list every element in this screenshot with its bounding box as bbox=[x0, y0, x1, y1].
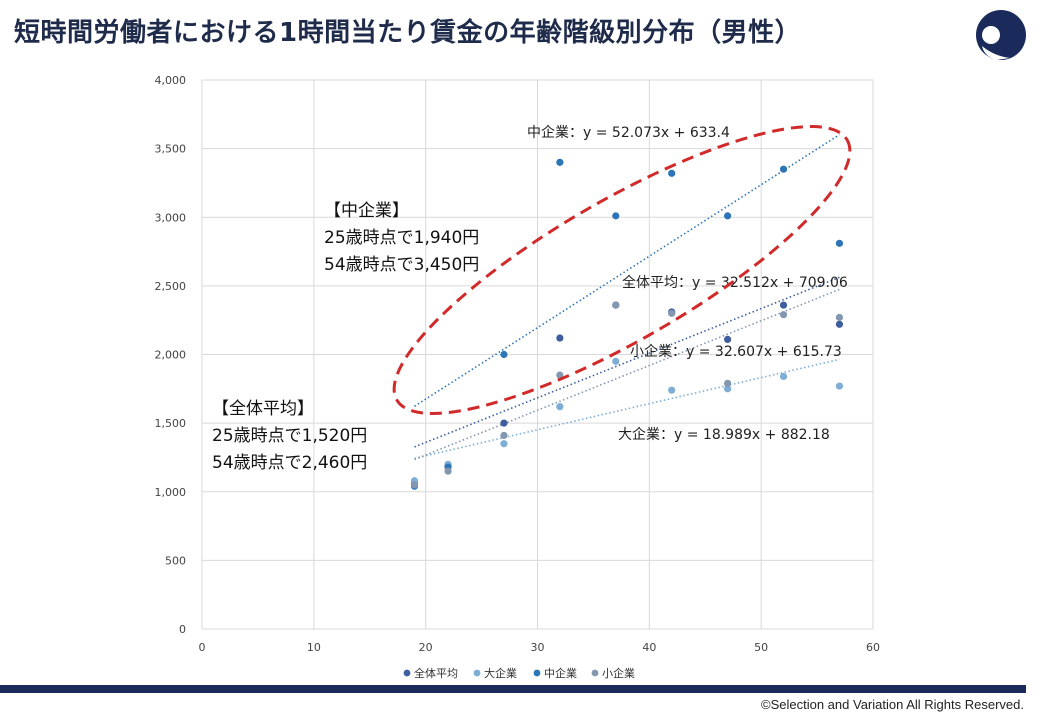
trendline-small bbox=[414, 288, 840, 461]
point-all bbox=[835, 320, 844, 328]
legend-label-large: 大企業 bbox=[484, 666, 517, 680]
y-tick-label: 4,000 bbox=[155, 74, 187, 87]
point-large bbox=[835, 382, 844, 390]
point-mid bbox=[500, 350, 508, 359]
point-large bbox=[500, 440, 508, 448]
point-small bbox=[779, 311, 788, 319]
point-large bbox=[612, 357, 620, 365]
all-note-age54: 54歳時点で2,460円 bbox=[212, 453, 368, 473]
y-tick-label: 2,500 bbox=[155, 280, 187, 293]
trendline-label-small: 小企業：y = 32.607x + 615.73 bbox=[630, 343, 842, 360]
point-small bbox=[410, 481, 419, 489]
point-mid bbox=[612, 212, 620, 220]
mid-note-age25: 25歳時点で1,940円 bbox=[324, 228, 480, 248]
trendline-label-mid: 中企業：y = 52.073x + 633.4 bbox=[527, 124, 730, 141]
page-title: 短時間労働者における1時間当たり賃金の年齢階級別分布（男性） bbox=[14, 18, 802, 48]
point-large bbox=[779, 372, 788, 381]
all-note-heading: 【全体平均】 bbox=[212, 399, 314, 419]
point-small bbox=[668, 309, 676, 317]
point-mid bbox=[779, 165, 788, 173]
all-note-age25: 25歳時点で1,520円 bbox=[212, 426, 368, 446]
x-tick-label: 30 bbox=[531, 641, 545, 654]
mid-note-heading: 【中企業】 bbox=[324, 201, 409, 221]
legend-label-all: 全体平均 bbox=[414, 666, 458, 680]
point-large bbox=[724, 385, 732, 393]
copyright: ©Selection and Variation All Rights Rese… bbox=[761, 697, 1024, 712]
point-large bbox=[668, 386, 676, 394]
point-mid bbox=[724, 212, 732, 220]
legend-marker-mid bbox=[533, 669, 541, 677]
overall-average-note: 【全体平均】 25歳時点で1,520円 54歳時点で2,460円 bbox=[212, 396, 367, 477]
point-large bbox=[556, 403, 564, 411]
point-small bbox=[724, 379, 732, 387]
trendline-large bbox=[414, 358, 840, 460]
mid-note-age54: 54歳時点で3,450円 bbox=[324, 255, 480, 275]
x-tick-label: 50 bbox=[754, 641, 768, 654]
y-tick-label: 3,000 bbox=[155, 211, 187, 224]
legend-marker-small bbox=[591, 669, 599, 677]
x-tick-label: 20 bbox=[419, 641, 433, 654]
y-tick-label: 3,500 bbox=[155, 143, 187, 156]
point-mid bbox=[556, 158, 564, 166]
legend-marker-all bbox=[403, 669, 411, 677]
x-tick-label: 10 bbox=[307, 641, 321, 654]
x-tick-label: 40 bbox=[642, 641, 656, 654]
x-tick-label: 0 bbox=[199, 641, 206, 654]
point-all bbox=[556, 334, 564, 342]
legend-label-mid: 中企業 bbox=[544, 666, 577, 680]
trendline-label-large: 大企業：y = 18.989x + 882.18 bbox=[618, 426, 830, 443]
point-all bbox=[724, 335, 732, 344]
trendline-all bbox=[414, 276, 840, 448]
point-small bbox=[500, 431, 508, 440]
highlight-ellipse bbox=[392, 125, 852, 415]
mid-company-note: 【中企業】 25歳時点で1,940円 54歳時点で3,450円 bbox=[324, 198, 479, 279]
brand-logo-icon bbox=[976, 10, 1026, 60]
y-tick-label: 2,000 bbox=[155, 349, 187, 362]
legend-label-small: 小企業 bbox=[602, 666, 635, 680]
point-small bbox=[556, 371, 564, 379]
point-small bbox=[835, 313, 844, 322]
x-tick-label: 60 bbox=[866, 641, 880, 654]
point-small bbox=[612, 301, 620, 309]
point-mid bbox=[668, 169, 676, 177]
y-tick-label: 1,000 bbox=[155, 486, 187, 499]
point-small bbox=[444, 467, 452, 475]
scatter-chart: 0 10 20 30 40 50 60 0 500 1,000 1,500 2,000 2,500 3,0… bbox=[155, 74, 881, 680]
legend-marker-large bbox=[473, 669, 481, 677]
y-tick-label: 500 bbox=[165, 554, 186, 567]
point-mid bbox=[835, 239, 844, 247]
trendline-label-all: 全体平均：y = 32.512x + 709.06 bbox=[622, 274, 848, 291]
point-all bbox=[500, 419, 508, 427]
footer-bar bbox=[0, 685, 1026, 693]
point-all bbox=[779, 301, 788, 309]
y-tick-label: 1,500 bbox=[155, 417, 187, 430]
trendline-mid bbox=[414, 134, 840, 407]
y-tick-label: 0 bbox=[179, 623, 186, 636]
